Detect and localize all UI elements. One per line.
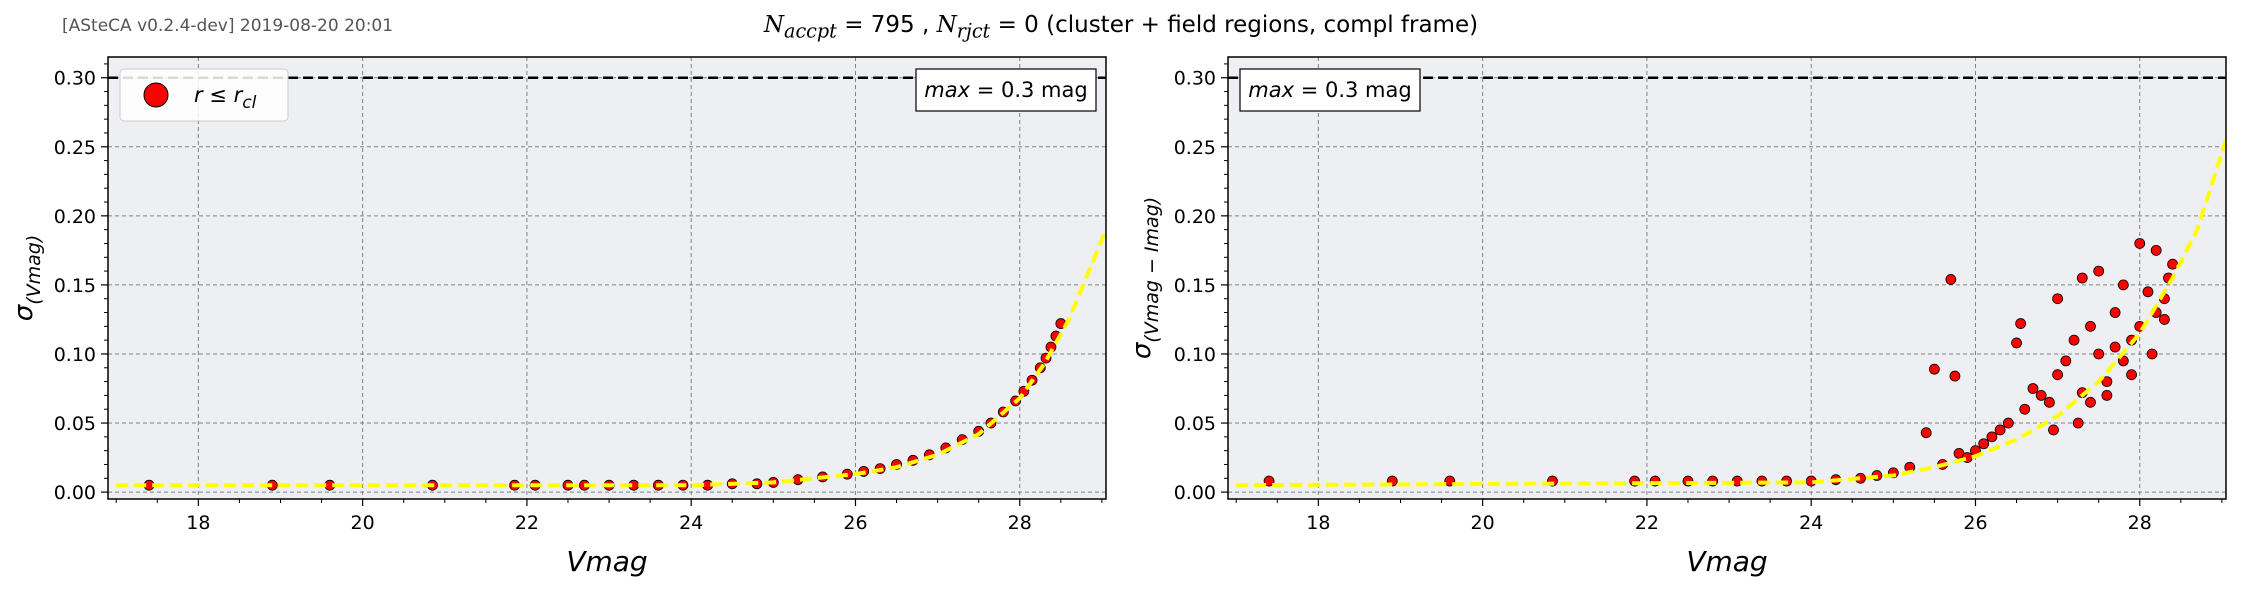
data-point (2134, 238, 2146, 249)
x-tick-label: 26 (843, 512, 867, 534)
plot-area (1228, 57, 2226, 499)
data-point (2035, 390, 2047, 401)
y-axis-label: σ(Vmag) (9, 235, 45, 322)
data-point (1263, 475, 1275, 487)
x-tick-label: 22 (1635, 512, 1659, 534)
data-point (2101, 390, 2113, 401)
data-point (2043, 396, 2055, 408)
legend-marker (143, 82, 169, 108)
x-tick-label: 20 (1471, 512, 1495, 534)
data-point (2060, 355, 2072, 367)
data-point (2117, 279, 2129, 291)
data-point (1949, 370, 1961, 382)
title-rest: (cluster + field regions, compl frame) (1046, 12, 1479, 38)
data-point (2085, 396, 2096, 408)
axes-frame (107, 56, 1107, 500)
version-stamp: [ASteCA v0.2.4-dev] 2019-08-20 20:01 (62, 16, 394, 36)
data-point (2048, 424, 2059, 436)
data-point (2101, 376, 2113, 387)
data-point (2068, 334, 2080, 346)
y-tick-label: 0.10 (1174, 344, 1216, 366)
y-tick-label: 0.05 (54, 413, 96, 435)
data-point (2076, 272, 2088, 284)
data-point (2150, 244, 2162, 256)
title-n-rjct-value: = 0 (997, 12, 1039, 38)
x-tick-label: 28 (2128, 512, 2152, 534)
data-point (2002, 417, 2014, 429)
data-point (2052, 369, 2064, 381)
title-n-accpt-symbol: N (763, 12, 785, 38)
y-tick-label: 0.25 (1174, 137, 1216, 159)
x-tick-label: 20 (351, 512, 375, 534)
panel-1: 18 20 22 24 26 28 0.00 0.05 0.10 0.15 0.20 0.25 0.30… (9, 56, 1107, 578)
x-tick-label: 18 (1306, 512, 1330, 534)
max-box (915, 68, 1097, 112)
y-axis-label: σ(Vmag − Imag) (1127, 197, 1163, 359)
x-tick-label: 26 (1963, 512, 1987, 534)
y-tick-label: 0.15 (54, 275, 96, 297)
data-point (2027, 383, 2039, 394)
x-axis-label: Vmag (566, 545, 647, 578)
data-point (2142, 286, 2154, 298)
y-tick-label: 0.05 (1174, 413, 1216, 435)
data-point (2072, 417, 2084, 429)
y-tick-label: 0.10 (54, 344, 96, 366)
max-box-text: max = 0.3 mag (1248, 78, 1411, 102)
title-n-accpt-sub: accpt (784, 19, 837, 43)
max-box (1239, 68, 1421, 112)
x-tick-label: 24 (679, 512, 703, 534)
y-tick-label: 0.00 (1174, 482, 1216, 504)
x-tick-label: 18 (186, 512, 210, 534)
data-point (2015, 318, 2027, 329)
data-point (2158, 314, 2170, 325)
data-point (2093, 265, 2105, 277)
title-n-accpt-value: = 795 , (844, 12, 930, 38)
title-n-rjct-sub: rjct (956, 19, 991, 43)
data-point (1994, 424, 2006, 436)
y-tick-label: 0.30 (1174, 68, 1216, 90)
data-point (1945, 273, 1957, 285)
data-point (2146, 348, 2158, 360)
data-point (2052, 293, 2064, 305)
title-n-rjct-symbol: N (936, 12, 957, 38)
y-tick-label: 0.15 (1174, 275, 1216, 297)
data-point (1920, 427, 1932, 439)
x-tick-label: 24 (1799, 512, 1823, 534)
data-point (1929, 363, 1940, 375)
data-point (1986, 431, 1998, 443)
legend-box (119, 68, 289, 122)
data-point (2109, 307, 2121, 318)
data-point (2085, 320, 2096, 332)
max-box-text: max = 0.3 mag (924, 78, 1087, 102)
y-tick-label: 0.20 (1174, 206, 1216, 228)
data-point (2019, 403, 2031, 415)
plot-area (108, 57, 1106, 499)
y-tick-label: 0.30 (54, 68, 96, 90)
data-point (2167, 258, 2179, 270)
data-point (2109, 341, 2121, 353)
x-tick-label: 22 (515, 512, 539, 534)
y-tick-label: 0.00 (54, 482, 96, 504)
panel-2: 18 20 22 24 26 28 0.00 0.05 0.10 0.15 0.20 0.25 0.30… (1127, 56, 2227, 578)
axes-frame (1227, 56, 2227, 500)
legend-label: r ≤ rcl (194, 83, 257, 113)
data-point (2011, 337, 2022, 349)
data-point (1978, 438, 1990, 450)
figure-title: Naccpt = 795 , Nrjct = 0 (cluster + fiel… (0, 12, 2242, 43)
data-point (2093, 348, 2105, 360)
x-axis-label: Vmag (1686, 545, 1767, 578)
x-tick-label: 28 (1008, 512, 1032, 534)
data-point (2126, 369, 2137, 381)
y-tick-label: 0.20 (54, 206, 96, 228)
y-tick-label: 0.25 (54, 137, 96, 159)
